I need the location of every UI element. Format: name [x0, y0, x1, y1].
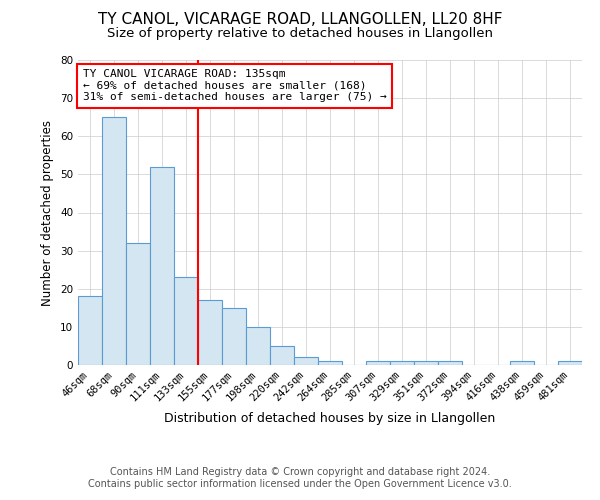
Text: Contains HM Land Registry data © Crown copyright and database right 2024.
Contai: Contains HM Land Registry data © Crown c… [88, 468, 512, 489]
Bar [126, 243, 150, 365]
Bar [222, 308, 246, 365]
Text: Size of property relative to detached houses in Llangollen: Size of property relative to detached ho… [107, 28, 493, 40]
Bar [102, 117, 126, 365]
Bar [438, 361, 462, 365]
Bar [150, 167, 174, 365]
Bar [414, 361, 438, 365]
Bar [246, 327, 270, 365]
Bar [390, 361, 414, 365]
Bar [174, 278, 198, 365]
Bar [558, 361, 582, 365]
Bar [78, 296, 102, 365]
Bar [294, 358, 318, 365]
Y-axis label: Number of detached properties: Number of detached properties [41, 120, 55, 306]
Bar [318, 361, 342, 365]
Bar [198, 300, 222, 365]
X-axis label: Distribution of detached houses by size in Llangollen: Distribution of detached houses by size … [164, 412, 496, 425]
Bar [510, 361, 534, 365]
Text: TY CANOL VICARAGE ROAD: 135sqm
← 69% of detached houses are smaller (168)
31% of: TY CANOL VICARAGE ROAD: 135sqm ← 69% of … [83, 69, 387, 102]
Bar [366, 361, 390, 365]
Bar [270, 346, 294, 365]
Text: TY CANOL, VICARAGE ROAD, LLANGOLLEN, LL20 8HF: TY CANOL, VICARAGE ROAD, LLANGOLLEN, LL2… [98, 12, 502, 28]
